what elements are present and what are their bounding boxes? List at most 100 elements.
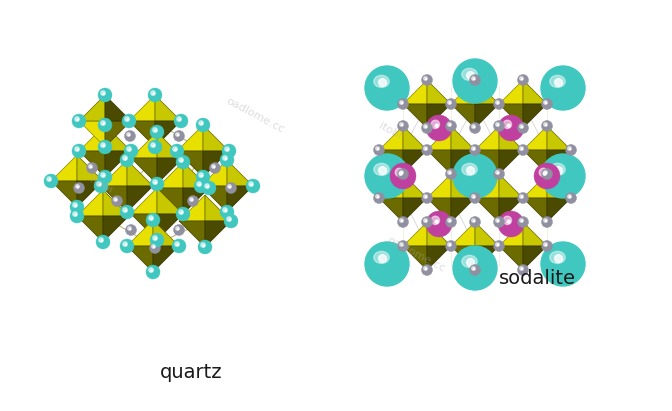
Circle shape [378,79,386,86]
Polygon shape [451,246,475,270]
Circle shape [153,145,155,147]
Circle shape [424,219,427,222]
Circle shape [129,149,130,150]
Circle shape [521,79,523,80]
Polygon shape [403,104,427,128]
Polygon shape [499,174,523,198]
Circle shape [425,220,427,222]
Circle shape [249,182,253,186]
Text: itobi: itobi [87,175,114,195]
Circle shape [125,244,126,246]
Circle shape [421,265,433,275]
Circle shape [177,134,179,136]
Circle shape [127,133,130,136]
Circle shape [87,162,97,173]
Polygon shape [131,158,157,184]
Circle shape [99,238,103,242]
Circle shape [519,125,523,128]
Circle shape [149,242,161,254]
Circle shape [470,265,480,275]
Polygon shape [157,162,183,188]
Polygon shape [475,150,499,174]
Circle shape [153,236,157,240]
Circle shape [566,192,577,203]
Circle shape [196,170,210,184]
Circle shape [155,182,157,184]
Text: itobi: itobi [376,121,403,142]
Circle shape [75,147,79,151]
Circle shape [229,219,230,221]
Circle shape [519,267,523,270]
Circle shape [172,239,186,253]
Circle shape [374,192,384,203]
Circle shape [127,119,128,120]
Circle shape [493,240,505,252]
Circle shape [473,126,474,128]
Circle shape [519,195,523,198]
Polygon shape [523,198,547,222]
Circle shape [77,119,79,120]
Circle shape [98,88,112,102]
Circle shape [453,154,497,198]
Polygon shape [77,216,103,242]
Circle shape [149,216,153,220]
Circle shape [47,177,51,181]
Circle shape [96,235,110,249]
Circle shape [399,172,403,175]
Circle shape [401,172,403,174]
Circle shape [554,166,562,174]
Circle shape [541,154,585,198]
Circle shape [426,115,452,141]
Circle shape [77,149,79,150]
Circle shape [554,79,562,86]
Polygon shape [105,121,131,147]
Circle shape [146,213,160,227]
Circle shape [448,219,451,222]
Circle shape [517,145,528,155]
Polygon shape [427,150,451,174]
Circle shape [497,172,499,174]
Circle shape [75,117,79,121]
Ellipse shape [550,252,565,263]
Circle shape [401,245,403,246]
Polygon shape [403,198,427,222]
Polygon shape [103,190,129,216]
Polygon shape [379,126,403,150]
Circle shape [173,131,185,141]
Circle shape [98,118,112,132]
Circle shape [376,147,379,150]
Polygon shape [475,222,499,246]
Circle shape [175,242,179,246]
Circle shape [98,140,112,154]
Circle shape [179,210,183,214]
Circle shape [181,160,183,162]
Circle shape [150,125,164,139]
Circle shape [192,199,193,201]
Circle shape [201,175,202,177]
Circle shape [75,205,77,207]
Circle shape [365,154,409,198]
Polygon shape [403,246,427,270]
Polygon shape [101,160,127,186]
Polygon shape [379,198,403,222]
Circle shape [177,244,179,246]
Polygon shape [427,222,451,246]
Polygon shape [227,160,253,186]
Circle shape [212,165,215,168]
Circle shape [493,99,505,109]
Circle shape [519,147,523,150]
Polygon shape [51,181,77,207]
Circle shape [497,245,499,246]
Circle shape [146,265,160,279]
Polygon shape [127,220,153,246]
Circle shape [421,192,433,203]
Circle shape [503,216,511,224]
Circle shape [446,169,456,180]
Circle shape [519,219,523,222]
Circle shape [173,147,177,151]
Circle shape [151,143,155,147]
Polygon shape [131,132,157,158]
Circle shape [398,120,409,132]
Polygon shape [205,195,231,221]
Polygon shape [129,95,155,121]
